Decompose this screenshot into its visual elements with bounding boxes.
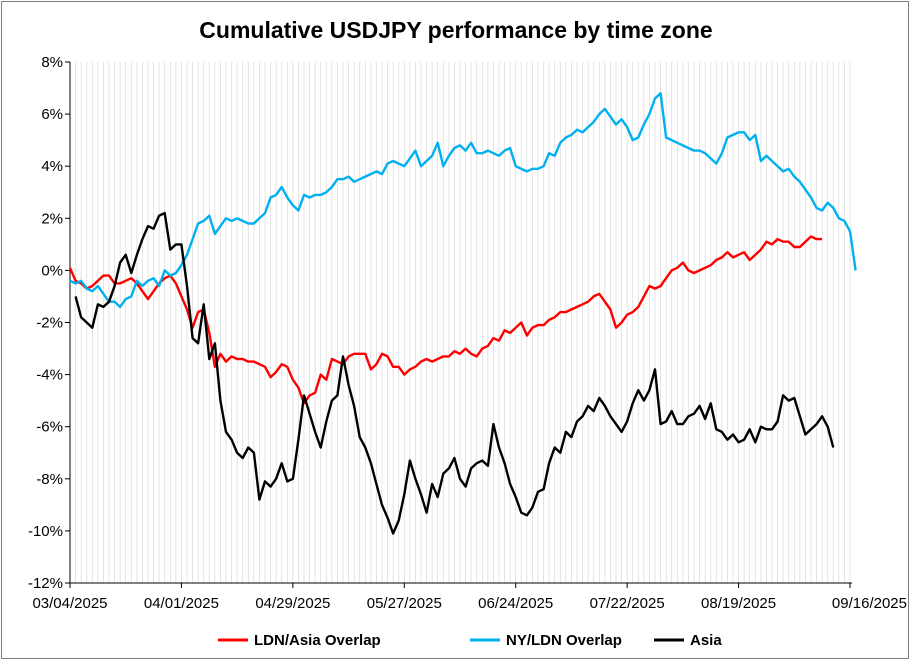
x-tick-label: 05/27/2025 [367, 595, 442, 612]
y-tick-label: -4% [36, 367, 63, 384]
y-tick-label: 2% [41, 210, 63, 227]
y-tick-label: -10% [28, 523, 63, 540]
legend: LDN/Asia Overlap NY/LDN Overlap Asia [218, 632, 722, 649]
legend-label: NY/LDN Overlap [506, 632, 622, 649]
x-tick-label: 03/04/2025 [32, 595, 107, 612]
y-tick-label: -2% [36, 315, 63, 332]
y-tick-label: 8% [41, 54, 63, 71]
series-line-asia [74, 211, 835, 535]
y-tick-label: 4% [41, 158, 63, 175]
x-tick-label: 09/16/2025 [832, 595, 907, 612]
x-tick-label: 06/24/2025 [478, 595, 553, 612]
x-tick-label: 08/19/2025 [701, 595, 776, 612]
series-line-ldn-asia-overlap [68, 235, 823, 405]
chart-title: Cumulative USDJPY performance by time zo… [199, 17, 712, 43]
y-tick-label: 6% [41, 106, 63, 123]
y-axis-ticks: 8% 6% 4% 2% 0% -2% -4% -6% -8% -10% -12% [28, 54, 70, 592]
legend-label: Asia [690, 632, 722, 649]
x-tick-label: 04/29/2025 [255, 595, 330, 612]
series-line-ny-ldn-overlap [69, 92, 857, 309]
y-tick-label: -6% [36, 419, 63, 436]
y-tick-label: 0% [41, 262, 63, 279]
x-tick-label: 04/01/2025 [144, 595, 219, 612]
series-lines [68, 92, 857, 535]
x-tick-label: 07/22/2025 [590, 595, 665, 612]
legend-label: LDN/Asia Overlap [254, 632, 381, 649]
y-tick-label: -12% [28, 575, 63, 592]
x-axis-ticks: 03/04/2025 04/01/2025 04/29/2025 05/27/2025… [32, 583, 907, 612]
y-tick-label: -8% [36, 471, 63, 488]
